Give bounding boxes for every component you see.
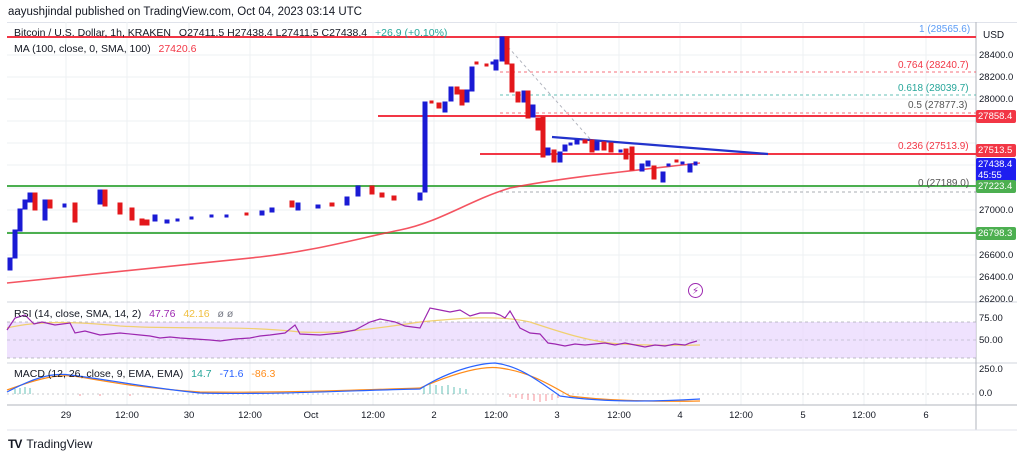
lightning-alert-icon[interactable]: ⚡ [688,283,703,298]
macd-histogram-negative [79,394,559,402]
ohlc-values: O27411.5 H27438.4 L27411.5 C27438.4 [178,27,368,39]
fib-label-0764: 0.764 (28240.7) [898,60,969,71]
ma-100-line [6,162,701,284]
price-tick: 26400.0 [979,272,1014,283]
candles [7,36,698,271]
rsi-value: 47.76 [149,308,176,320]
price-tick: 28000.0 [979,94,1014,105]
ma-legend[interactable]: MA (100, close, 0, SMA, 100) 27420.6 [14,43,201,55]
time-tick: 12:00 [607,410,631,421]
macd-histogram-positive [14,384,467,394]
price-tick: 28400.0 [979,50,1014,61]
rsi-label: RSI (14, close, SMA, 14, 2) [14,308,142,320]
time-tick: 29 [60,410,72,421]
chart-area[interactable] [7,22,1017,431]
macd-tick: 0.0 [979,388,993,399]
fibonacci-levels [500,46,976,193]
last-price: 27438.4 [978,159,1013,170]
price-tick: 26600.0 [979,250,1014,261]
fib-label-0: 0 (27189.0) [918,178,970,189]
fib-label-0618: 0.618 (28039.7) [898,83,969,94]
time-tick: 4 [677,410,683,421]
time-tick: 12:00 [115,410,139,421]
rsi-extra: ø ø [217,308,234,320]
time-tick: 5 [800,410,806,421]
macd-signal-line [6,366,701,402]
price-tick: 28200.0 [979,72,1014,83]
time-tick: 12:00 [484,410,508,421]
time-tick: 2 [431,410,437,421]
publisher-line: aayushjindal published on TradingView.co… [8,6,362,18]
ma-label: MA (100, close, 0, SMA, 100) [14,43,151,55]
price-change: +26.9 (+0.10%) [375,27,448,39]
price-tag-27858: 27858.4 [976,110,1016,123]
time-tick: 6 [923,410,929,421]
fib-label-0236: 0.236 (27513.9) [898,141,969,152]
bar-countdown: 45:55 [978,170,1002,181]
macd-line-value: -71.6 [219,368,244,380]
macd-tick: 250.0 [979,364,1003,375]
fib-label-05: 0.5 (27877.3) [908,100,968,111]
rsi-tick: 75.00 [979,313,1003,324]
trend-line [551,135,769,156]
macd-hist-value: 14.7 [191,368,212,380]
time-tick: 12:00 [852,410,876,421]
currency-label[interactable]: USD [983,30,1005,41]
symbol-legend: Bitcoin / U.S. Dollar, 1h, KRAKEN O27411… [14,27,452,39]
rsi-line [6,307,698,348]
fib-label-1: 1 (28565.6) [919,24,971,35]
rsi-legend[interactable]: RSI (14, close, SMA, 14, 2) 47.76 42.16 … [14,308,238,320]
tradingview-brand: TradingView [26,437,93,451]
macd-legend[interactable]: MACD (12, 26, close, 9, EMA, EMA) 14.7 -… [14,368,280,380]
rsi-sma-value: 42.16 [183,308,210,320]
last-price-tag: 27438.4 45:55 [976,158,1016,182]
time-tick: 12:00 [238,410,262,421]
tradingview-mark-icon: TV [8,437,22,451]
symbol-name: Bitcoin / U.S. Dollar, 1h, KRAKEN [14,27,171,39]
time-tick: 3 [554,410,560,421]
price-tag-26798: 26798.3 [976,227,1016,240]
time-tick: 12:00 [729,410,753,421]
macd-label: MACD (12, 26, close, 9, EMA, EMA) [14,368,184,380]
ma-value: 27420.6 [158,43,197,55]
rsi-sma-line [6,317,701,346]
price-tick: 27000.0 [979,205,1014,216]
price-tag-27513: 27513.5 [976,144,1016,157]
price-tag-27223: 27223.4 [976,180,1016,193]
price-tick: 26200.0 [979,294,1014,302]
time-tick: 30 [183,410,195,421]
time-tick: Oct [303,410,319,421]
macd-line [6,362,701,402]
time-tick: 12:00 [361,410,385,421]
macd-signal-value: -86.3 [251,368,276,380]
tradingview-logo[interactable]: TV TradingView [8,437,92,451]
rsi-tick: 50.00 [979,335,1003,346]
